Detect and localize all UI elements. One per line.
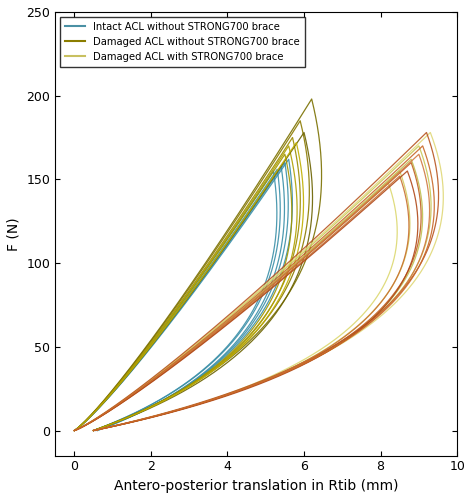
Legend: Intact ACL without STRONG700 brace, Damaged ACL without STRONG700 brace, Damaged: Intact ACL without STRONG700 brace, Dama… bbox=[60, 17, 305, 67]
Y-axis label: F (N): F (N) bbox=[7, 217, 21, 250]
X-axis label: Antero-posterior translation in Rtib (mm): Antero-posterior translation in Rtib (mm… bbox=[114, 479, 398, 493]
